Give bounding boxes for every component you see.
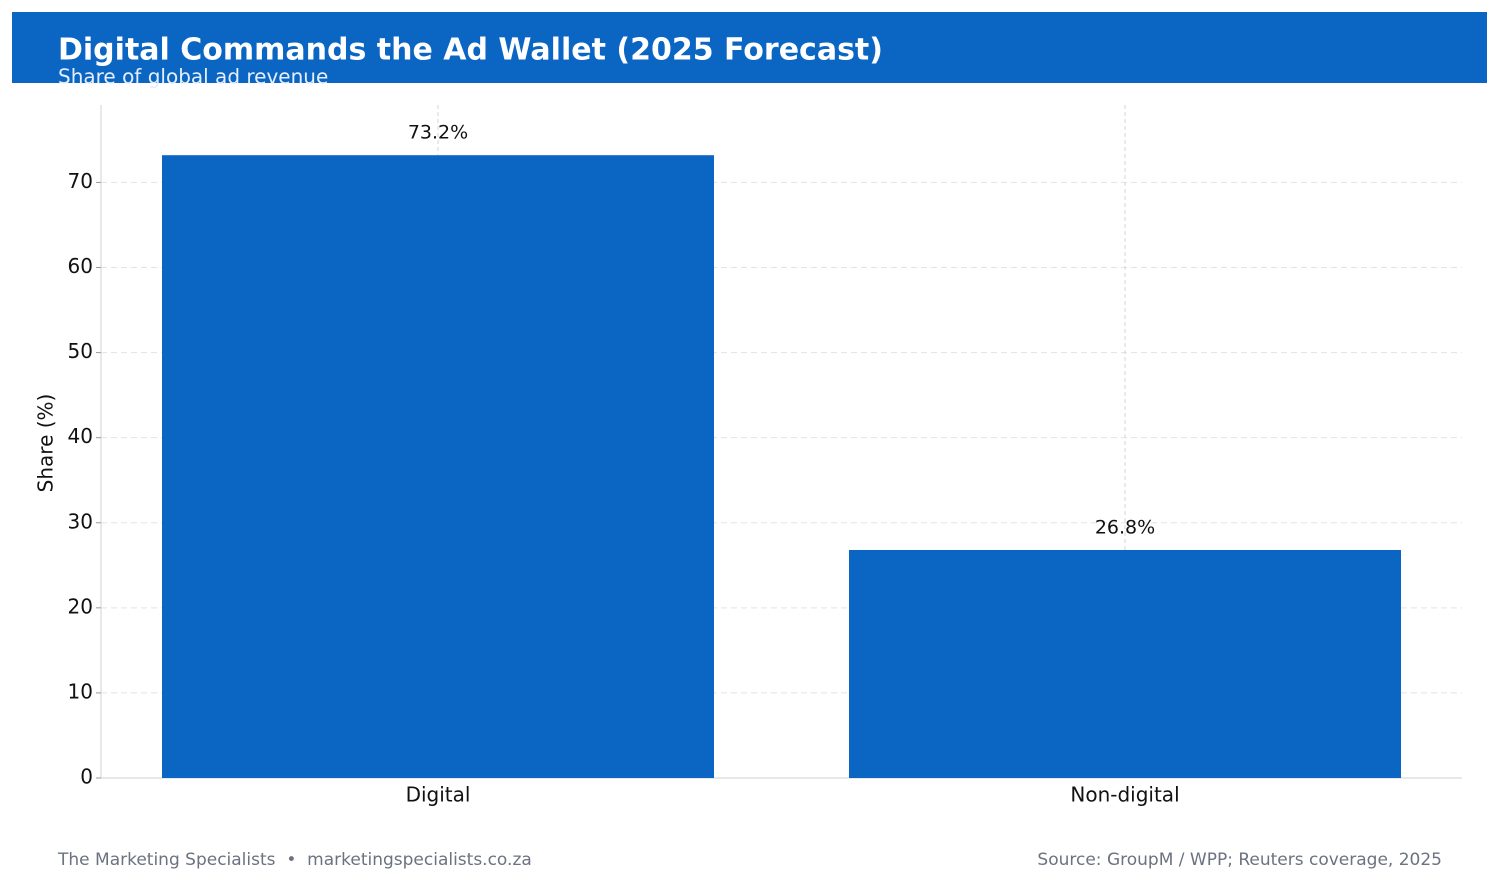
y-tick-label: 10 (68, 679, 93, 703)
chart-title: Digital Commands the Ad Wallet (2025 For… (58, 33, 883, 68)
header-band (12, 12, 1487, 83)
chart-subtitle: Share of global ad revenue (58, 65, 328, 89)
x-tick-label: Non-digital (1070, 783, 1179, 807)
y-tick-label: 50 (68, 339, 93, 363)
y-tick-label: 20 (68, 594, 93, 618)
value-label: 73.2% (408, 122, 468, 144)
value-label: 26.8% (1095, 516, 1155, 538)
footer: The Marketing Specialists • marketingspe… (57, 850, 532, 870)
y-tick-label: 40 (68, 424, 93, 448)
bar (849, 549, 1401, 778)
source: Source: GroupM / WPP; Reuters coverage, … (1037, 850, 1442, 870)
y-tick-label: 70 (68, 169, 93, 193)
y-tick-label: 60 (68, 254, 93, 278)
y-tick-label: 0 (80, 765, 93, 789)
y-axis-label: Share (%) (34, 394, 58, 493)
bar (162, 155, 714, 778)
y-tick-label: 30 (68, 509, 93, 533)
x-tick-label: Digital (406, 783, 471, 807)
